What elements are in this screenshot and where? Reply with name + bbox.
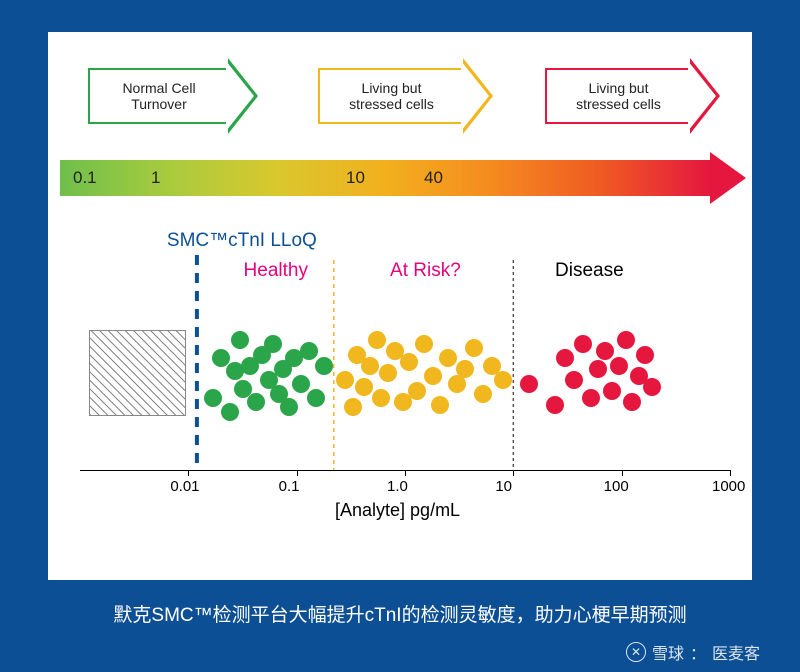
data-point [408,382,426,400]
data-point [415,335,433,353]
data-point [582,389,600,407]
caption-text: 默克SMC™检测平台大幅提升cTnI的检测灵敏度，助力心梗早期预测 [0,600,800,627]
x-tick-label: 1.0 [387,478,408,495]
phase-arrow-1: Living but stressed cells [318,68,463,124]
data-point [636,346,654,364]
data-point [574,335,592,353]
data-point [221,403,239,421]
data-point [456,360,474,378]
watermark-brand: 雪球 [652,640,684,664]
data-point [424,367,442,385]
data-point [307,389,325,407]
x-tick-label: 0.01 [170,478,199,495]
data-point [300,342,318,360]
lloq-label: SMC™cTnI LLoQ [167,230,317,252]
x-tick-label: 10 [495,478,512,495]
watermark-sep: ： [690,640,706,664]
data-point [623,393,641,411]
data-point [431,396,449,414]
data-point [589,360,607,378]
x-tick-label: 1000 [712,478,745,495]
data-point [610,357,628,375]
data-point [372,389,390,407]
data-point [400,353,418,371]
group-label-1: At Risk? [390,260,461,282]
data-point [336,371,354,389]
x-tick-label: 0.1 [279,478,300,495]
watermark-icon: ✕ [626,642,646,662]
data-point [439,349,457,367]
watermark: ✕ 雪球 ： 医麦客 [626,640,760,664]
data-point [596,342,614,360]
data-point [520,375,538,393]
data-point [494,371,512,389]
data-point [379,364,397,382]
x-axis-label: [Analyte] pg/mL [335,500,460,521]
data-point [231,331,249,349]
data-point [280,398,298,416]
data-point [344,398,362,416]
group-label-0: Healthy [244,260,308,282]
phase-arrow-0: Normal Cell Turnover [88,68,228,124]
group-label-2: Disease [555,260,624,282]
gradient-tick: 1 [151,168,160,188]
data-point [617,331,635,349]
gradient-tick: 10 [346,168,365,188]
data-point [361,357,379,375]
data-point [556,349,574,367]
data-point [474,385,492,403]
gradient-tick: 0.1 [73,168,97,188]
data-point [465,339,483,357]
data-point [355,378,373,396]
data-point [204,389,222,407]
data-point [247,393,265,411]
gradient-tick: 40 [424,168,443,188]
scatter-plot: 0.010.11.0101001000[Analyte] pg/mLSMC™cT… [80,230,730,510]
data-point [603,382,621,400]
below-lloq-region [89,330,186,416]
data-point [264,335,282,353]
watermark-author: 医麦客 [712,640,760,664]
data-point [643,378,661,396]
phase-arrow-2: Living but stressed cells [545,68,690,124]
data-point [565,371,583,389]
data-point [292,375,310,393]
x-tick-label: 100 [604,478,629,495]
data-point [546,396,564,414]
data-point [315,357,333,375]
data-point [368,331,386,349]
